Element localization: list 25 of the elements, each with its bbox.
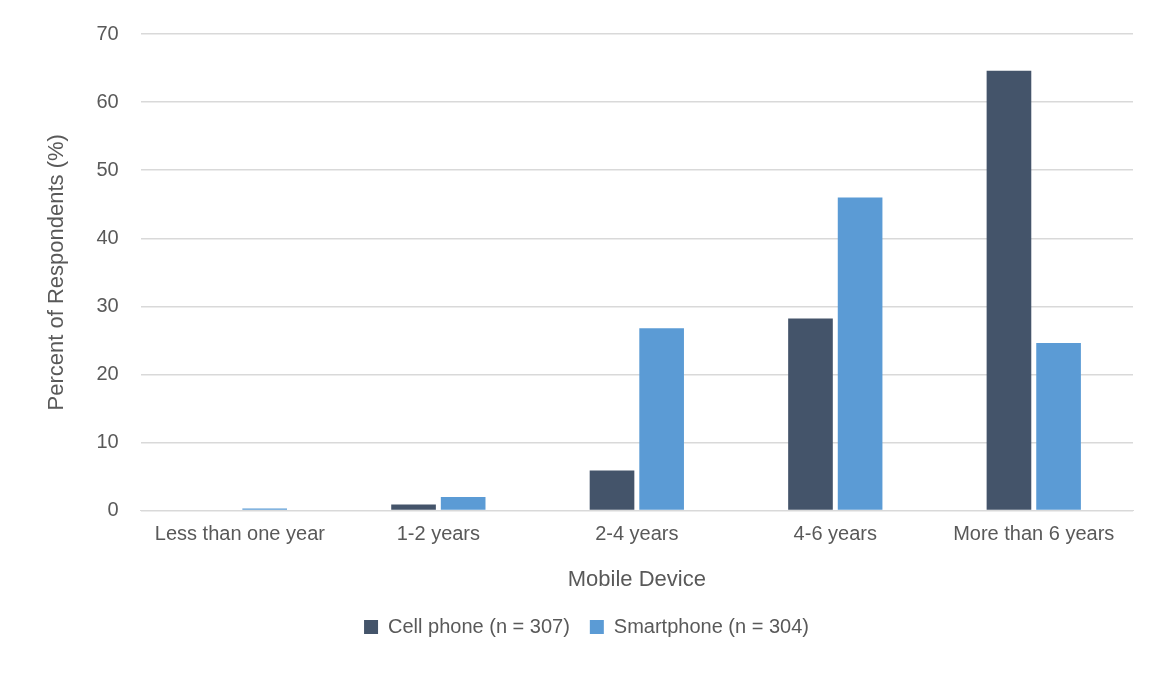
bar <box>837 197 883 510</box>
y-axis-title: Percent of Respondents (%) <box>43 134 69 411</box>
y-tick-label: 20 <box>96 361 119 384</box>
bar <box>440 496 486 510</box>
x-tick-label: More than 6 years <box>953 522 1115 545</box>
y-tick-label: 70 <box>96 21 119 44</box>
bar <box>639 328 684 510</box>
bar <box>391 504 436 510</box>
x-tick-label: 2-4 years <box>595 522 679 545</box>
y-tick-label: 30 <box>96 293 119 316</box>
bar <box>589 470 635 510</box>
bar <box>986 70 1032 510</box>
bar <box>1036 343 1081 510</box>
x-tick-label: Less than one year <box>154 522 326 545</box>
bar <box>788 318 833 510</box>
y-tick-label: 40 <box>96 225 119 248</box>
legend-label: Smartphone (n = 304) <box>613 614 809 637</box>
x-axis-title: Mobile Device <box>567 565 706 591</box>
legend-label: Cell phone (n = 307) <box>388 614 570 637</box>
y-tick-label: 60 <box>96 89 119 112</box>
y-tick-label: 50 <box>96 157 119 180</box>
x-tick-label: 1-2 years <box>396 522 481 545</box>
y-tick-label: 0 <box>107 498 119 521</box>
y-tick-label: 10 <box>96 430 119 453</box>
x-tick-label: 4-6 years <box>793 522 877 545</box>
